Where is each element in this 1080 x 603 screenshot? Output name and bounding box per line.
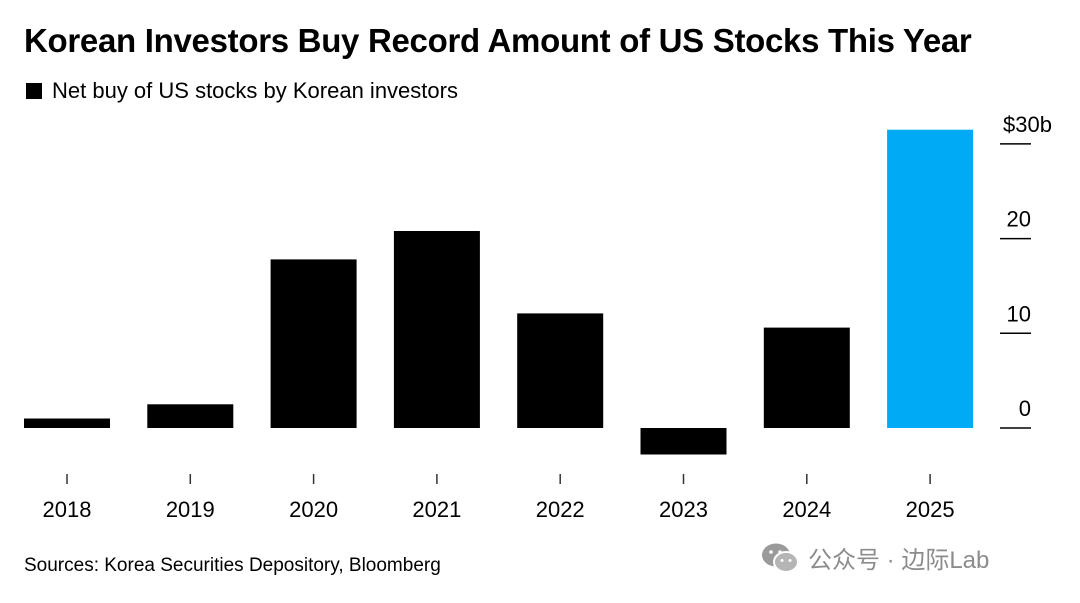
y-tick-label-20: 20 xyxy=(1007,207,1031,232)
y-tick-label-30: $30b xyxy=(1003,112,1052,137)
legend-label: Net buy of US stocks by Korean investors xyxy=(52,78,458,103)
x-tick-label-2025: 2025 xyxy=(906,497,955,522)
x-tick-label-2019: 2019 xyxy=(166,497,215,522)
x-tick-label-2024: 2024 xyxy=(782,497,831,522)
chart-title: Korean Investors Buy Record Amount of US… xyxy=(24,22,972,59)
x-tick-label-2022: 2022 xyxy=(536,497,585,522)
wechat-icon xyxy=(762,543,799,573)
bar-2020 xyxy=(270,259,357,428)
x-tick-label-2023: 2023 xyxy=(659,497,708,522)
watermark: 公众号 · 边际Lab xyxy=(760,540,989,575)
y-tick-label-0: 0 xyxy=(1019,396,1031,421)
bar-2019 xyxy=(147,404,234,428)
bar-2018 xyxy=(24,418,110,428)
x-tick-label-2021: 2021 xyxy=(412,497,461,522)
watermark-text: 公众号 · 边际Lab xyxy=(808,547,990,574)
bar-2023 xyxy=(640,428,727,455)
bar-2025 xyxy=(887,129,974,428)
x-tick-label-2020: 2020 xyxy=(289,497,338,522)
chart-legend: Net buy of US stocks by Korean investors xyxy=(26,78,458,104)
bar-2024 xyxy=(763,327,850,428)
bar-2021 xyxy=(393,231,480,428)
x-tick-label-2018: 2018 xyxy=(43,497,92,522)
legend-swatch xyxy=(26,83,42,99)
y-tick-label-10: 10 xyxy=(1007,301,1031,326)
source-note: Sources: Korea Securities Depository, Bl… xyxy=(24,555,441,576)
bar-2022 xyxy=(517,313,604,428)
